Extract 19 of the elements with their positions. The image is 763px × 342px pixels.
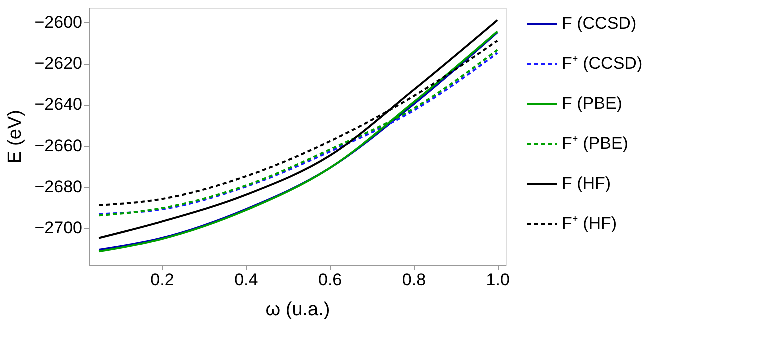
legend-label: F⁺ (PBE) xyxy=(562,134,628,153)
y-tick-label: −2660 xyxy=(34,136,82,156)
y-tick-label: −2700 xyxy=(34,218,82,238)
legend-label: F⁺ (CCSD) xyxy=(562,54,643,73)
x-tick-label: 0.4 xyxy=(234,270,258,290)
y-tick-label: −2600 xyxy=(34,12,82,32)
x-axis-title: ω (u.a.) xyxy=(266,300,330,320)
legend-label: F (CCSD) xyxy=(562,14,637,33)
x-tick-label: 0.6 xyxy=(318,270,342,290)
y-tick-label: −2640 xyxy=(34,95,82,114)
y-axis-title: E (eV) xyxy=(4,110,26,164)
legend-label: F (HF) xyxy=(562,174,612,193)
legend-label: F (PBE) xyxy=(562,94,622,113)
x-tick-label: 0.8 xyxy=(402,270,426,290)
y-tick-label: −2620 xyxy=(34,54,82,74)
x-tick-label: 0.2 xyxy=(150,270,174,290)
legend-label: F⁺ (HF) xyxy=(562,214,618,233)
y-tick-label: −2680 xyxy=(34,177,82,196)
x-tick-label: 1.0 xyxy=(486,270,510,290)
